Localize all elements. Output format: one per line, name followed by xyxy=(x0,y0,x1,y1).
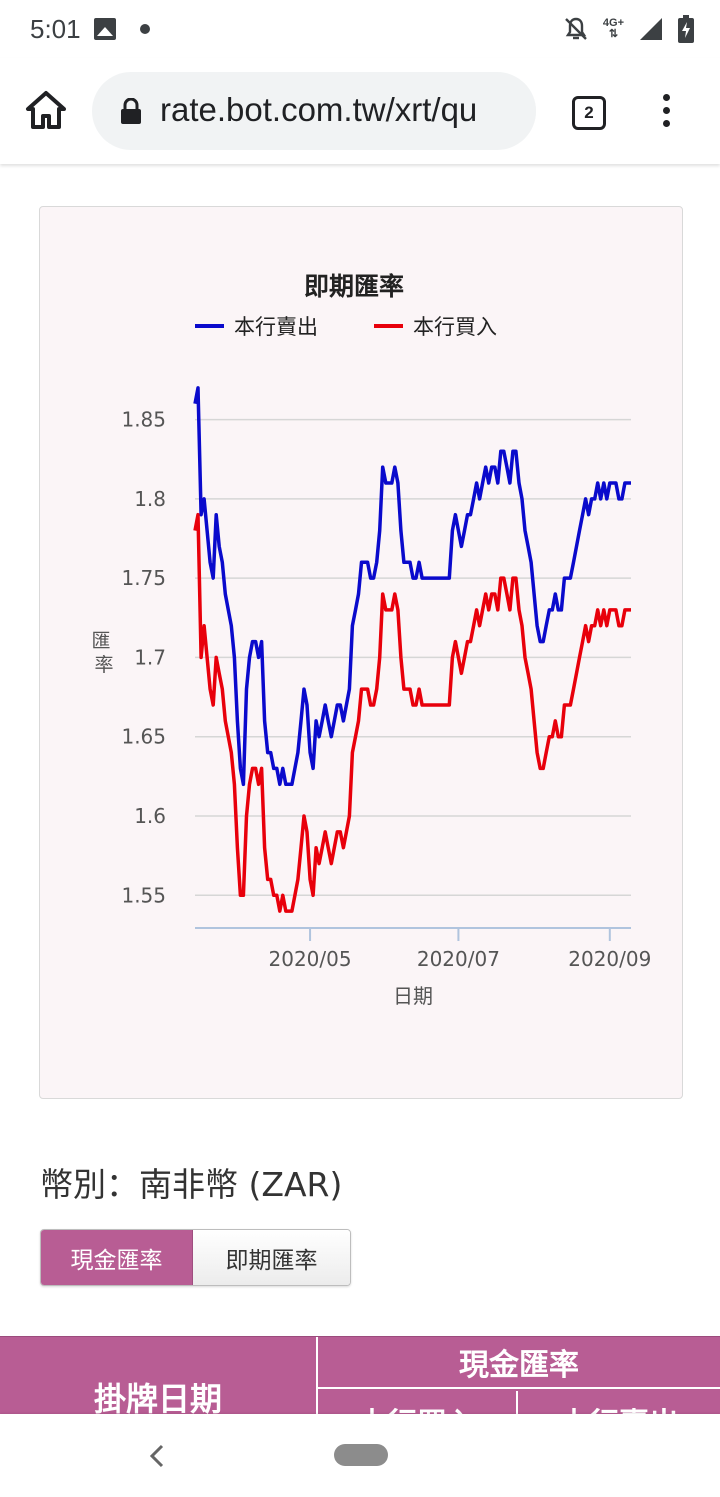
tab-cash-rate[interactable]: 現金匯率 xyxy=(41,1230,194,1285)
tab-spot-rate[interactable]: 即期匯率 xyxy=(193,1230,350,1285)
notification-dot-icon xyxy=(140,24,150,34)
status-bar: 5:01 4G+ ⇅ xyxy=(0,0,720,58)
y-axis-ticks: 1.55 1.6 1.65 1.7 1.75 1.8 1.85 xyxy=(121,408,166,908)
home-icon[interactable] xyxy=(24,88,68,132)
x-axis-label: 日期 xyxy=(393,984,433,1008)
legend-label-sell: 本行賣出 xyxy=(234,315,318,339)
rate-table-header: 掛牌日期 現金匯率 本行買入 本行賣出 xyxy=(0,1336,720,1416)
x-tick-label: 2020/09 xyxy=(568,947,651,971)
battery-charging-icon xyxy=(678,15,694,43)
browser-toolbar: rate.bot.com.tw/xrt/qu 2 xyxy=(0,58,720,164)
series-lines xyxy=(193,386,631,913)
y-tick-label: 1.85 xyxy=(121,408,166,432)
y-tick-label: 1.7 xyxy=(134,645,166,669)
x-tick-label: 2020/07 xyxy=(417,947,500,971)
image-icon xyxy=(94,18,116,40)
y-tick-label: 1.55 xyxy=(121,883,166,907)
chart-card: 即期匯率 本行賣出 本行買入 1.55 1.6 1.65 1.7 1.75 1.8 1.85… xyxy=(39,206,683,1099)
series-line-sell xyxy=(193,386,631,787)
back-icon[interactable] xyxy=(146,1442,170,1470)
legend: 本行賣出 本行買入 xyxy=(195,315,497,339)
header-buy: 本行買入 xyxy=(318,1391,518,1416)
y-tick-label: 1.6 xyxy=(134,804,166,828)
y-axis-label-char-1: 匯 xyxy=(91,630,110,652)
network-label: 4G+ xyxy=(602,17,624,29)
y-axis-label-char-2: 率 xyxy=(94,654,113,676)
y-tick-label: 1.8 xyxy=(134,487,166,511)
y-tick-label: 1.75 xyxy=(121,566,166,590)
data-arrows-icon: ⇅ xyxy=(608,28,619,40)
chart-title: 即期匯率 xyxy=(304,272,404,301)
tabs-icon[interactable]: 2 xyxy=(572,96,606,130)
system-nav-bar xyxy=(0,1414,720,1497)
legend-label-buy: 本行買入 xyxy=(413,315,497,339)
y-axis-label: 匯 率 xyxy=(91,630,116,676)
network-type: 4G+ ⇅ xyxy=(603,18,624,40)
signal-icon xyxy=(640,18,662,40)
home-pill[interactable] xyxy=(334,1444,388,1466)
url-bar[interactable]: rate.bot.com.tw/xrt/qu xyxy=(92,72,536,150)
header-sell: 本行賣出 xyxy=(518,1391,720,1416)
url-text: rate.bot.com.tw/xrt/qu xyxy=(160,91,478,128)
more-vert-icon[interactable] xyxy=(656,94,676,134)
status-time: 5:01 xyxy=(30,14,81,44)
y-tick-label: 1.65 xyxy=(121,725,166,749)
spot-rate-chart: 即期匯率 本行賣出 本行買入 1.55 1.6 1.65 1.7 1.75 1.8 1.85… xyxy=(91,272,651,1008)
currency-label: 幣別：南非幣 (ZAR) xyxy=(40,1165,343,1204)
x-tick-label: 2020/05 xyxy=(269,947,352,971)
header-cash-rate: 現金匯率 xyxy=(318,1337,720,1389)
header-date: 掛牌日期 xyxy=(0,1337,318,1416)
bell-off-icon xyxy=(565,17,587,40)
status-right: 4G+ ⇅ xyxy=(563,14,694,44)
url-fade xyxy=(496,72,536,150)
rate-type-tabs: 現金匯率 即期匯率 xyxy=(40,1229,351,1286)
series-line-buy xyxy=(193,512,631,913)
x-axis-ticks: 2020/05 2020/07 2020/09 xyxy=(269,928,651,971)
grid xyxy=(195,418,631,929)
lock-icon xyxy=(121,98,141,124)
